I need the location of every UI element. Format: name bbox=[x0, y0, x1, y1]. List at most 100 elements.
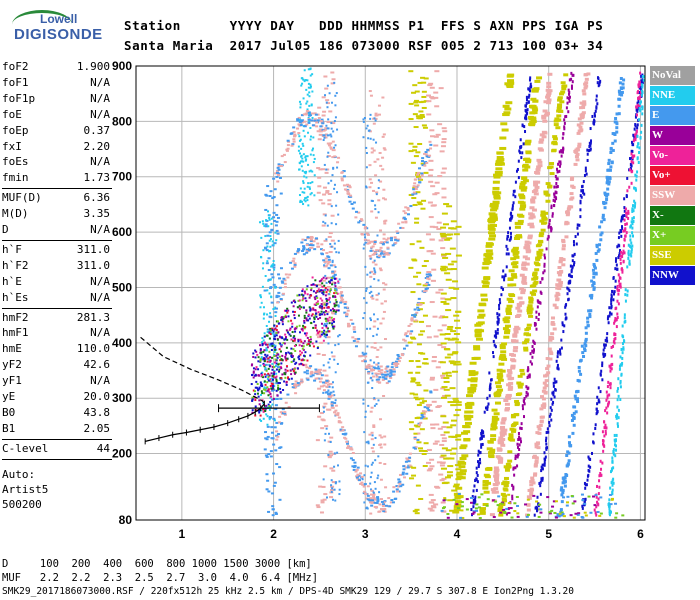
echo-point bbox=[418, 181, 422, 184]
echo-point bbox=[605, 426, 608, 430]
echo-point bbox=[533, 341, 536, 345]
echo-point bbox=[373, 269, 376, 272]
echo-point bbox=[611, 148, 615, 152]
echo-point bbox=[595, 495, 598, 499]
echo-point bbox=[270, 382, 273, 385]
echo-point bbox=[640, 74, 643, 78]
echo-point bbox=[265, 262, 269, 265]
echo-point bbox=[495, 162, 503, 166]
echo-point bbox=[378, 461, 382, 464]
echo-point bbox=[414, 512, 420, 515]
echo-point bbox=[470, 383, 478, 387]
echo-point bbox=[311, 112, 315, 115]
echo-point bbox=[640, 130, 643, 134]
echo-point bbox=[299, 160, 302, 163]
echo-point bbox=[570, 495, 574, 498]
echo-point bbox=[565, 453, 569, 457]
echo-point bbox=[407, 371, 413, 374]
echo-point bbox=[326, 255, 330, 258]
echo-point bbox=[329, 146, 333, 149]
echo-point bbox=[263, 341, 266, 344]
echo-point bbox=[372, 491, 375, 494]
echo-point bbox=[569, 192, 574, 196]
echo-point bbox=[278, 368, 281, 371]
echo-point bbox=[641, 105, 644, 109]
echo-point bbox=[378, 376, 382, 379]
echo-point bbox=[268, 363, 271, 366]
echo-point bbox=[309, 239, 313, 242]
echo-point bbox=[331, 325, 334, 328]
echo-point bbox=[283, 309, 286, 312]
echo-point bbox=[308, 186, 311, 189]
echo-point bbox=[331, 386, 334, 389]
echo-point bbox=[632, 209, 635, 213]
echo-point bbox=[440, 234, 447, 237]
echo-point bbox=[305, 299, 308, 302]
echo-point bbox=[300, 241, 304, 244]
echo-point bbox=[373, 242, 377, 245]
echo-point bbox=[445, 449, 452, 452]
echo-point bbox=[293, 265, 297, 268]
echo-point bbox=[363, 483, 367, 486]
echo-point bbox=[609, 386, 612, 390]
echo-point bbox=[621, 82, 625, 86]
echo-point bbox=[529, 490, 534, 494]
echo-point bbox=[294, 380, 298, 383]
echo-point bbox=[303, 125, 307, 128]
echo-point bbox=[404, 206, 408, 209]
echo-point bbox=[298, 162, 301, 165]
echo-point bbox=[405, 344, 409, 347]
echo-point bbox=[482, 503, 489, 507]
echo-point bbox=[418, 497, 424, 500]
echo-point bbox=[383, 377, 387, 380]
echo-point bbox=[587, 464, 590, 468]
echo-point bbox=[337, 335, 340, 338]
echo-point bbox=[253, 390, 256, 393]
echo-point bbox=[376, 372, 380, 375]
echo-point bbox=[427, 409, 431, 412]
echo-point bbox=[610, 302, 613, 306]
echo-point bbox=[266, 354, 269, 357]
echo-point bbox=[614, 439, 617, 443]
echo-point bbox=[560, 493, 564, 497]
echo-point bbox=[543, 391, 548, 395]
echo-point bbox=[630, 149, 633, 153]
echo-point bbox=[586, 158, 589, 162]
echo-point bbox=[332, 309, 335, 312]
echo-point bbox=[539, 231, 545, 235]
echo-point bbox=[413, 424, 419, 427]
echo-point bbox=[315, 315, 318, 318]
echo-point bbox=[412, 185, 416, 188]
echo-point bbox=[503, 111, 511, 115]
echo-point bbox=[555, 297, 560, 301]
echo-point bbox=[383, 371, 387, 374]
echo-point bbox=[316, 245, 320, 248]
echo-point bbox=[509, 293, 516, 297]
echo-point bbox=[499, 301, 502, 305]
echo-point bbox=[358, 355, 362, 358]
echo-point bbox=[619, 254, 622, 258]
echo-point bbox=[325, 385, 329, 388]
echo-point bbox=[300, 165, 303, 168]
echo-point bbox=[542, 402, 547, 406]
echo-point bbox=[327, 144, 331, 147]
echo-point bbox=[266, 330, 269, 333]
echo-point bbox=[501, 497, 507, 501]
echo-point bbox=[315, 369, 319, 372]
echo-point bbox=[345, 315, 349, 318]
echo-point bbox=[616, 414, 619, 418]
echo-point bbox=[252, 367, 255, 370]
echo-point bbox=[311, 73, 314, 76]
echo-point bbox=[305, 372, 309, 375]
echo-point bbox=[349, 447, 353, 450]
echo-point bbox=[379, 346, 383, 349]
echo-point bbox=[605, 175, 609, 179]
echo-point bbox=[308, 170, 311, 173]
echo-point bbox=[381, 135, 385, 138]
echo-point bbox=[323, 310, 326, 313]
echo-point bbox=[296, 118, 300, 121]
echo-point bbox=[539, 484, 542, 488]
echo-point bbox=[292, 300, 295, 303]
echo-point bbox=[307, 319, 310, 322]
echo-point bbox=[564, 312, 567, 316]
